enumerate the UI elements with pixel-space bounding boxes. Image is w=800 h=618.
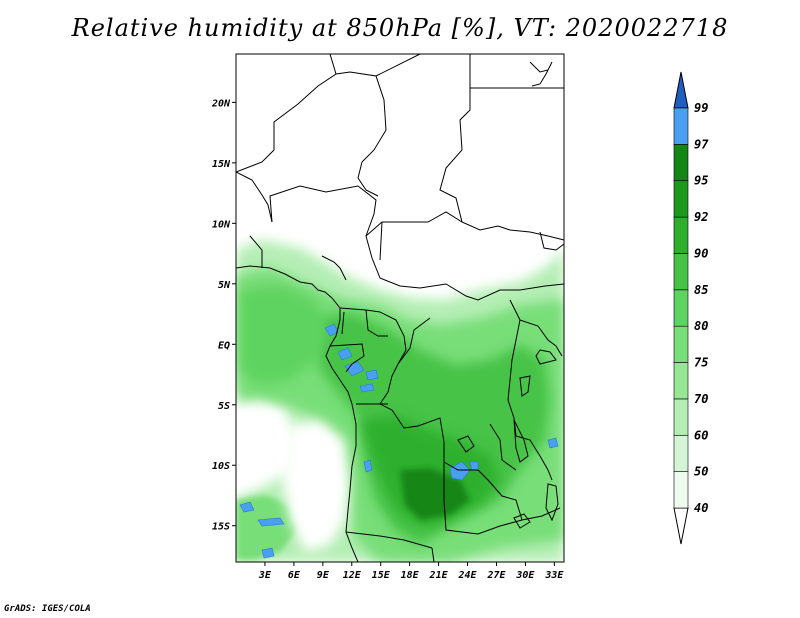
dry-region-ocean <box>282 420 350 552</box>
colorbar-segment <box>673 180 689 218</box>
colorbar-label: 90 <box>694 246 708 260</box>
colorbar-segment <box>673 325 689 363</box>
colorbar-segment <box>673 144 689 182</box>
humid-region-gulf <box>240 285 330 385</box>
lon-tick-label: 15E <box>372 570 391 581</box>
lat-tick-label: 10N <box>212 219 231 230</box>
lon-tick-label: 30E <box>515 570 535 581</box>
colorbar-segment <box>673 434 689 472</box>
humidity-field <box>236 240 564 562</box>
lon-tick-label: 33E <box>544 570 564 581</box>
colorbar-segment <box>673 253 689 291</box>
colorbar-label: 60 <box>694 428 708 442</box>
lon-tick-label: 3E <box>258 570 272 581</box>
lat-tick-label: 15S <box>212 522 230 533</box>
map-frame <box>235 53 565 563</box>
page-title: Relative humidity at 850hPa [%], VT: 202… <box>71 14 729 42</box>
colorbar-label: 85 <box>694 283 708 297</box>
colorbar-segment <box>673 362 689 400</box>
colorbar-label: 92 <box>694 210 708 224</box>
colorbar-below-triangle <box>673 507 689 545</box>
lat-tick-label: 5N <box>218 280 231 291</box>
colorbar-label: 80 <box>694 319 708 333</box>
longitude-axis: 3E 6E 9E 12E 15E 18E 21E 24E 27E 30E 33E <box>258 562 564 581</box>
lon-tick-label: 21E <box>429 570 449 581</box>
colorbar-segment <box>673 216 689 254</box>
lon-tick-label: 9E <box>317 570 330 581</box>
colorbar-label: 50 <box>694 465 708 479</box>
lat-tick-label: 20N <box>211 98 231 109</box>
colorbar-segment <box>673 107 689 145</box>
colorbar-label: 75 <box>694 356 708 370</box>
lon-tick-label: 24E <box>457 570 477 581</box>
colorbar-label: 40 <box>694 501 708 515</box>
coastline-west-africa <box>236 265 359 562</box>
lon-tick-label: 27E <box>486 570 506 581</box>
saturated-patches <box>239 323 559 559</box>
humid-region-sw <box>236 495 298 560</box>
colorbar-segment <box>673 289 689 327</box>
colorbar-label: 99 <box>694 101 708 115</box>
colorbar-above-triangle <box>673 71 689 109</box>
humid-region-core-2 <box>400 468 470 520</box>
lat-tick-label: 5S <box>218 401 230 412</box>
colorbar-label: 95 <box>694 174 708 188</box>
lon-tick-label: 12E <box>343 570 362 581</box>
country-borders <box>236 54 564 562</box>
colorbar-segment <box>673 471 689 509</box>
lon-tick-label: 18E <box>401 570 420 581</box>
colorbar-segment <box>673 398 689 436</box>
colorbar: 40 50 60 70 75 80 85 90 92 95 97 99 <box>673 71 709 545</box>
lon-tick-label: 6E <box>288 570 301 581</box>
lat-tick-label: 15N <box>212 159 231 170</box>
lat-tick-label: 10S <box>212 461 230 472</box>
latitude-axis: 20N 15N 10N 5N EQ 5S 10S 15S <box>211 98 236 533</box>
colorbar-label: 70 <box>694 392 708 406</box>
colorbar-label: 97 <box>694 137 709 151</box>
grads-credit: GrADS: IGES/COLA <box>4 604 91 614</box>
lat-tick-label: EQ <box>218 340 230 351</box>
